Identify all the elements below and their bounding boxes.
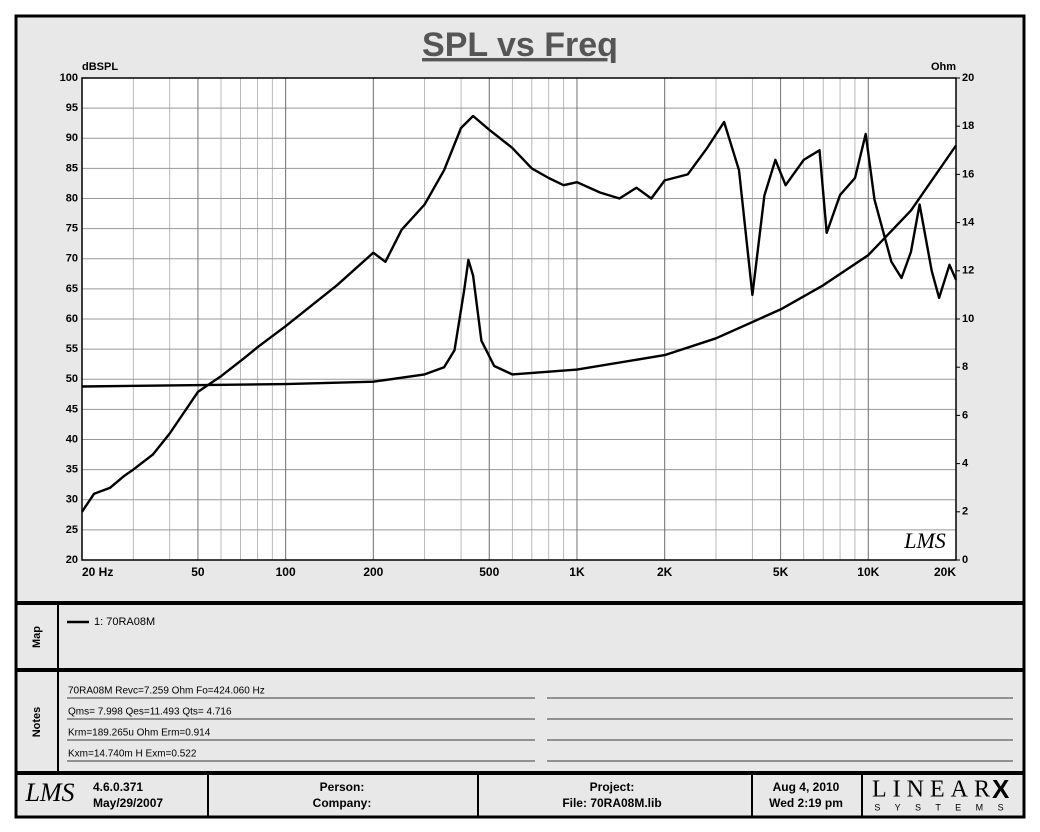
y2-tick-label: 10: [962, 313, 974, 325]
x-tick-label: 1K: [569, 565, 585, 579]
y-tick-label: 25: [66, 524, 78, 536]
y-tick-label: 40: [66, 433, 78, 445]
y2-axis-label: Ohm: [931, 61, 956, 73]
x-tick-label: 2K: [657, 565, 673, 579]
person: Person:: [320, 780, 365, 794]
legend-label: 1: 70RA08M: [94, 616, 155, 628]
y2-tick-label: 0: [962, 554, 968, 566]
series-line: [81, 144, 957, 388]
brand-sub: S Y S T E M S: [874, 802, 1009, 812]
y-tick-label: 20: [66, 554, 78, 566]
company: Company:: [313, 796, 372, 810]
footer-logo: LMS: [24, 778, 74, 807]
note: Qms= 7.998 Qes=11.493 Qts= 4.716: [68, 707, 232, 718]
y-tick-label: 100: [60, 72, 78, 84]
brand-x: X: [992, 774, 1010, 804]
y2-tick-label: 18: [962, 120, 974, 132]
x-tick-label: 500: [479, 565, 499, 579]
version: 4.6.0.371: [93, 780, 143, 794]
y2-tick-label: 4: [962, 458, 969, 470]
y-tick-label: 50: [66, 373, 78, 385]
x-tick-label: 50: [191, 565, 205, 579]
y2-tick-label: 20: [962, 72, 974, 84]
y-tick-label: 70: [66, 253, 78, 265]
y-tick-label: 65: [66, 283, 78, 295]
series-line: [81, 114, 958, 513]
y-axis-label: dBSPL: [82, 61, 118, 73]
y-tick-label: 60: [66, 313, 78, 325]
project: Project:: [590, 780, 635, 794]
watermark: LMS: [903, 528, 946, 553]
x-tick-label: 100: [276, 565, 296, 579]
note: Krm=189.265u Ohm Erm=0.914: [68, 728, 211, 739]
x-tick-label: 20K: [934, 565, 956, 579]
chart-title: SPL vs Freq: [422, 26, 618, 64]
time: Wed 2:19 pm: [769, 796, 843, 810]
y-tick-label: 45: [66, 403, 78, 415]
y-tick-label: 90: [66, 132, 78, 144]
y2-tick-label: 2: [962, 506, 968, 518]
file: File: 70RA08M.lib: [562, 796, 661, 810]
x-tick-label: 10K: [857, 565, 879, 579]
y2-tick-label: 14: [962, 217, 975, 229]
y-tick-label: 75: [66, 223, 78, 235]
build-date: May/29/2007: [93, 796, 163, 810]
note: 70RA08M Revc=7.259 Ohm Fo=424.060 Hz: [68, 686, 265, 697]
panel-label: Notes: [31, 707, 43, 738]
date: Aug 4, 2010: [773, 780, 840, 794]
y-tick-label: 35: [66, 464, 78, 476]
y-tick-label: 80: [66, 192, 78, 204]
y-tick-label: 95: [66, 102, 78, 114]
y2-tick-label: 12: [962, 265, 974, 277]
y2-tick-label: 16: [962, 168, 974, 180]
panel-label: Map: [31, 626, 43, 648]
x-tick-label: 200: [363, 565, 383, 579]
brand: LINEAR: [872, 777, 996, 803]
y2-tick-label: 8: [962, 361, 968, 373]
x-tick-label: 20 Hz: [82, 565, 113, 579]
y-tick-label: 55: [66, 343, 78, 355]
y2-tick-label: 6: [962, 409, 968, 421]
plot-border: [81, 77, 957, 561]
y-tick-label: 85: [66, 162, 78, 174]
x-tick-label: 5K: [773, 565, 789, 579]
note: Kxm=14.740m H Exm=0.522: [68, 749, 197, 760]
y-tick-label: 30: [66, 494, 78, 506]
